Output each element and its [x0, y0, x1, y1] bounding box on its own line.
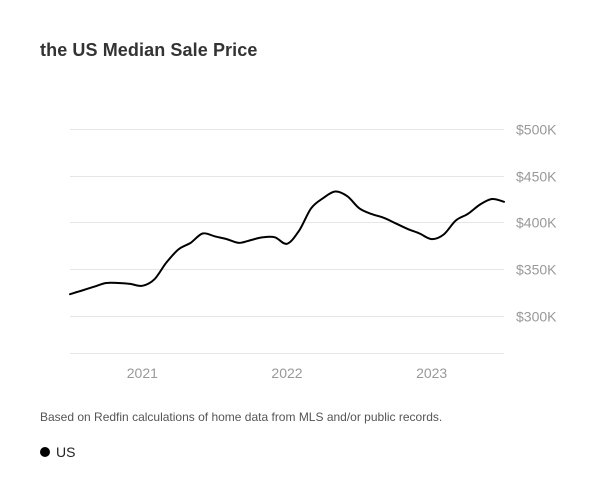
- y-tick-label: $350K: [516, 262, 557, 278]
- legend-label-us: US: [56, 444, 76, 460]
- legend: US: [40, 444, 75, 460]
- y-tick-label: $300K: [516, 309, 557, 325]
- x-axis-ticks: 2021 2022 2023: [127, 365, 448, 381]
- y-tick-label: $400K: [516, 215, 557, 231]
- legend-swatch-us: [40, 447, 50, 457]
- y-tick-label: $450K: [516, 169, 557, 185]
- x-tick-label: 2022: [271, 365, 302, 381]
- y-axis-ticks: $300K $350K $400K $450K $500K: [516, 122, 557, 325]
- grid-lines: [70, 129, 504, 354]
- series-line-us: [69, 190, 505, 296]
- chart-title: the US Median Sale Price: [40, 40, 258, 60]
- source-footnote: Based on Redfin calculations of home dat…: [40, 410, 443, 424]
- series-layer: [69, 190, 505, 296]
- x-tick-label: 2021: [127, 365, 158, 381]
- x-tick-label: 2023: [416, 365, 447, 381]
- y-tick-label: $500K: [516, 122, 557, 138]
